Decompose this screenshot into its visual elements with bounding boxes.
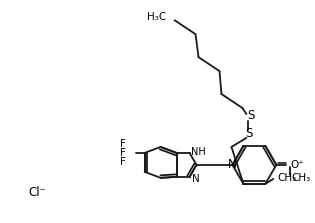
Text: F: F xyxy=(120,148,126,158)
Text: H₃C: H₃C xyxy=(147,12,167,22)
Text: NH: NH xyxy=(191,147,205,157)
Text: S: S xyxy=(248,109,255,122)
Text: O⁺: O⁺ xyxy=(290,160,304,170)
Text: Cl⁻: Cl⁻ xyxy=(28,186,46,199)
Text: F: F xyxy=(120,139,126,149)
Text: F: F xyxy=(120,157,126,167)
Text: CH₃: CH₃ xyxy=(277,173,297,183)
Text: N: N xyxy=(228,158,237,171)
Text: N: N xyxy=(192,174,199,184)
Text: CH₃: CH₃ xyxy=(291,173,311,183)
Text: S: S xyxy=(246,128,253,140)
